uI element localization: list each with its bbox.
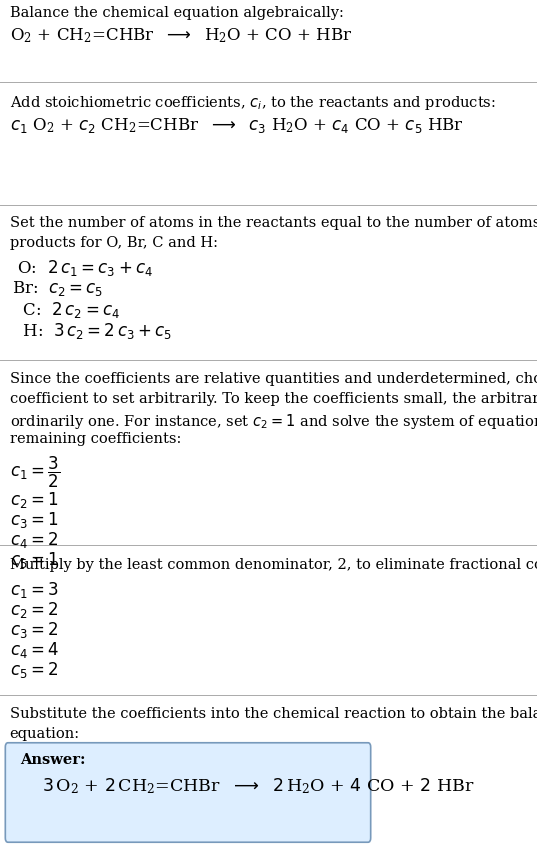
Text: remaining coefficients:: remaining coefficients: [10, 432, 181, 446]
Text: $c_4 = 4$: $c_4 = 4$ [10, 640, 59, 660]
Text: H:  $3\,c_2 = 2\,c_3 + c_5$: H: $3\,c_2 = 2\,c_3 + c_5$ [12, 321, 172, 341]
Text: ordinarily one. For instance, set $c_2 = 1$ and solve the system of equations fo: ordinarily one. For instance, set $c_2 =… [10, 412, 537, 431]
Text: C:  $2\,c_2 = c_4$: C: $2\,c_2 = c_4$ [12, 300, 120, 320]
Text: $c_5 = 2$: $c_5 = 2$ [10, 660, 58, 680]
Text: $c_3 = 2$: $c_3 = 2$ [10, 620, 58, 640]
Text: products for O, Br, C and H:: products for O, Br, C and H: [10, 236, 217, 250]
Text: Answer:: Answer: [20, 753, 86, 767]
Text: coefficient to set arbitrarily. To keep the coefficients small, the arbitrary va: coefficient to set arbitrarily. To keep … [10, 392, 537, 406]
Text: Since the coefficients are relative quantities and underdetermined, choose a: Since the coefficients are relative quan… [10, 372, 537, 386]
Text: $c_4 = 2$: $c_4 = 2$ [10, 530, 58, 550]
Text: Add stoichiometric coefficients, $c_i$, to the reactants and products:: Add stoichiometric coefficients, $c_i$, … [10, 94, 496, 112]
Text: equation:: equation: [10, 727, 80, 741]
Text: $c_5 = 1$: $c_5 = 1$ [10, 550, 58, 570]
Text: O:  $2\,c_1 = c_3 + c_4$: O: $2\,c_1 = c_3 + c_4$ [12, 258, 154, 278]
FancyBboxPatch shape [5, 743, 371, 842]
Text: Balance the chemical equation algebraically:: Balance the chemical equation algebraica… [10, 6, 344, 20]
Text: $c_2 = 2$: $c_2 = 2$ [10, 600, 58, 620]
Text: $c_3 = 1$: $c_3 = 1$ [10, 510, 58, 530]
Text: Set the number of atoms in the reactants equal to the number of atoms in the: Set the number of atoms in the reactants… [10, 216, 537, 230]
Text: $c_2 = 1$: $c_2 = 1$ [10, 490, 58, 510]
Text: $3\,\mathregular{O_2}$ + $2\,\mathregular{CH_2}$=CHBr  $\longrightarrow$  $2\,\m: $3\,\mathregular{O_2}$ + $2\,\mathregula… [42, 776, 474, 795]
Text: $\mathregular{O_2}$ + $\mathregular{CH_2}$=CHBr  $\longrightarrow$  $\mathregula: $\mathregular{O_2}$ + $\mathregular{CH_2… [10, 26, 352, 45]
Text: $c_1$ $\mathregular{O_2}$ + $c_2$ $\mathregular{CH_2}$=CHBr  $\longrightarrow$  : $c_1$ $\mathregular{O_2}$ + $c_2$ $\math… [10, 116, 463, 135]
Text: Substitute the coefficients into the chemical reaction to obtain the balanced: Substitute the coefficients into the che… [10, 707, 537, 721]
Text: $c_1 = \dfrac{3}{2}$: $c_1 = \dfrac{3}{2}$ [10, 455, 60, 490]
Text: Multiply by the least common denominator, 2, to eliminate fractional coefficient: Multiply by the least common denominator… [10, 558, 537, 572]
Text: Br:  $c_2 = c_5$: Br: $c_2 = c_5$ [12, 279, 104, 298]
Text: $c_1 = 3$: $c_1 = 3$ [10, 580, 59, 600]
